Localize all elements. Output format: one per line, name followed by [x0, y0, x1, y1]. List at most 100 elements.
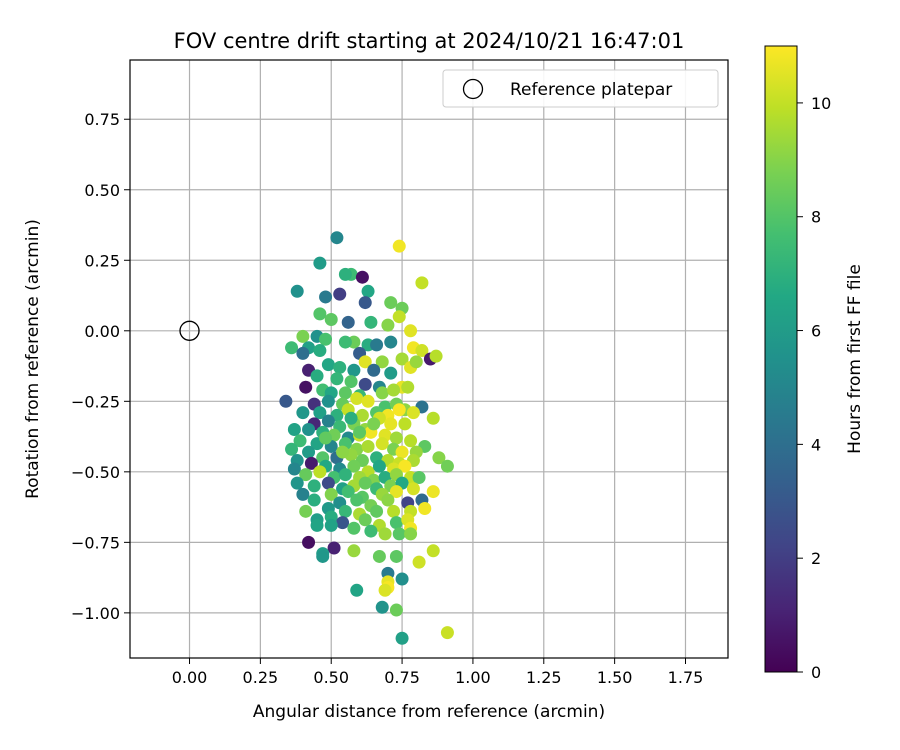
data-point [412, 555, 426, 569]
data-point [324, 487, 338, 501]
data-point [398, 417, 412, 431]
data-point [392, 527, 406, 541]
data-point [338, 335, 352, 349]
y-tick-label: −0.25 [71, 392, 120, 411]
colorbar-tick-label: 4 [811, 435, 821, 454]
data-point [321, 476, 335, 490]
data-point [404, 527, 418, 541]
chart-title: FOV centre drift starting at 2024/10/21 … [174, 29, 685, 53]
colorbar-ticks: 0 2 4 6 8 10 [797, 94, 831, 682]
data-point [389, 603, 403, 617]
data-point [296, 346, 310, 360]
data-point [347, 521, 361, 535]
data-point [389, 431, 403, 445]
data-point [381, 493, 395, 507]
data-point [378, 583, 392, 597]
data-point [330, 231, 344, 245]
x-tick-label: 0.25 [243, 668, 279, 687]
data-point [406, 482, 420, 496]
data-point [375, 355, 389, 369]
data-point [302, 423, 316, 437]
data-point [401, 380, 415, 394]
data-point [389, 549, 403, 563]
colorbar-tick-label: 10 [811, 94, 831, 113]
data-point [290, 476, 304, 490]
data-point [338, 267, 352, 281]
data-point [381, 318, 395, 332]
data-point [341, 485, 355, 499]
data-point [370, 338, 384, 352]
x-tick-label: 1.00 [455, 668, 491, 687]
data-point [287, 423, 301, 437]
colorbar-title: Hours from first FF file [845, 264, 865, 454]
data-point [327, 541, 341, 555]
data-point [296, 406, 310, 420]
data-point [395, 572, 409, 586]
data-point [426, 485, 440, 499]
data-point [299, 504, 313, 518]
data-point [364, 315, 378, 329]
data-point [350, 391, 364, 405]
data-point [440, 459, 454, 473]
data-point [372, 549, 386, 563]
legend: Reference platepar [442, 69, 719, 108]
data-point [364, 524, 378, 538]
data-point [392, 239, 406, 253]
data-point [338, 468, 352, 482]
data-point [313, 406, 327, 420]
data-point [378, 527, 392, 541]
data-point [358, 377, 372, 391]
data-point [302, 535, 316, 549]
data-point [313, 465, 327, 479]
data-point [304, 456, 318, 470]
data-point [290, 284, 304, 298]
data-point [333, 287, 347, 301]
data-point [333, 360, 347, 374]
data-point [395, 631, 409, 645]
data-point [350, 583, 364, 597]
grid-lines [130, 60, 728, 658]
data-point [404, 324, 418, 338]
data-point [353, 425, 367, 439]
y-axis: −1.00 −0.75 −0.50 −0.25 0.00 0.25 0.50 0.75 [71, 110, 130, 623]
data-point [319, 431, 333, 445]
data-point [418, 502, 432, 515]
data-point [341, 315, 355, 329]
data-point [347, 459, 361, 473]
x-tick-label: 1.25 [526, 668, 562, 687]
data-point [361, 439, 375, 453]
data-point [287, 462, 301, 476]
x-tick-label: 0.50 [313, 668, 349, 687]
legend-box [442, 69, 719, 108]
data-point [321, 414, 335, 428]
data-point [299, 468, 313, 482]
data-point [361, 284, 375, 298]
y-tick-label: −0.50 [71, 463, 120, 482]
data-point [347, 544, 361, 558]
data-point [389, 516, 403, 530]
data-point [375, 386, 389, 400]
data-point [319, 332, 333, 346]
data-point [384, 366, 398, 380]
data-point [358, 296, 372, 310]
x-tick-label: 0.00 [172, 668, 208, 687]
data-point [426, 411, 440, 425]
y-tick-label: 0.00 [84, 322, 120, 341]
data-point [324, 518, 338, 532]
data-point [370, 504, 384, 518]
data-point [415, 344, 429, 358]
data-point [432, 451, 446, 465]
data-point [336, 516, 350, 530]
data-point [384, 335, 398, 349]
data-point [398, 459, 412, 473]
x-tick-label: 1.50 [597, 668, 633, 687]
data-point [302, 445, 316, 459]
data-point [415, 276, 429, 290]
data-point [367, 363, 381, 377]
data-point [387, 504, 401, 518]
data-point [316, 549, 330, 563]
data-point [384, 296, 398, 310]
data-point [313, 307, 327, 321]
reference-point [179, 320, 200, 341]
